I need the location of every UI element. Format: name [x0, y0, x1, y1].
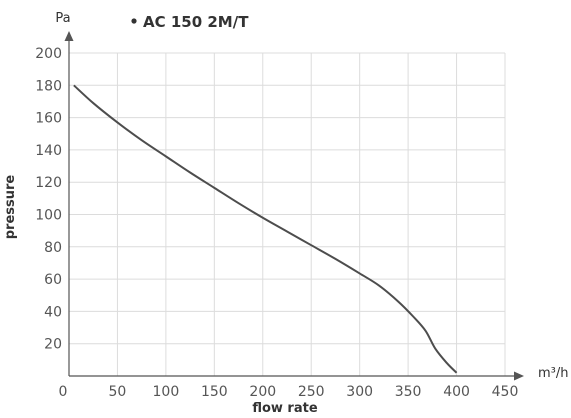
y-tick-label: 100	[35, 208, 62, 224]
y-axis-title: pressure	[3, 175, 18, 240]
y-tick-label: 60	[44, 272, 62, 288]
x-tick-label: 350	[395, 384, 422, 400]
y-tick-label: 80	[44, 240, 62, 256]
x-tick-label: 250	[298, 384, 325, 400]
legend: AC 150 2M/T	[131, 13, 249, 31]
x-tick-label: 100	[153, 384, 180, 400]
y-axis-unit: Pa	[55, 11, 70, 26]
y-tick-label: 180	[35, 78, 62, 94]
legend-entry: AC 150 2M/T	[143, 13, 249, 31]
x-axis-unit: m³/h	[538, 366, 569, 381]
legend-bullet-icon	[131, 18, 137, 24]
x-tick-label: 300	[346, 384, 373, 400]
y-axis-arrow-icon	[64, 31, 74, 41]
y-tick-label: 200	[35, 46, 62, 62]
y-tick-label: 120	[35, 175, 62, 191]
x-axis-title: flow rate	[252, 401, 318, 416]
y-tick-label: 20	[44, 337, 62, 353]
y-tick-label: 140	[35, 143, 62, 159]
series-line-ac-150	[73, 84, 458, 374]
axes	[64, 31, 524, 381]
y-tick-label: 40	[44, 304, 62, 320]
x-tick-label: 200	[249, 384, 276, 400]
x-tick-label: 0	[59, 384, 68, 400]
y-tick-labels: 20 40 60 80 100 120 140 160 180 200	[35, 46, 62, 353]
x-tick-label: 400	[443, 384, 470, 400]
x-tick-label: 50	[109, 384, 127, 400]
x-axis-arrow-icon	[514, 371, 524, 381]
y-tick-label: 160	[35, 111, 62, 127]
grid	[69, 52, 506, 376]
x-tick-label: 150	[201, 384, 228, 400]
x-tick-label: 450	[492, 384, 519, 400]
x-tick-labels: 0 50 100 150 200 250 300 350 400 450	[59, 384, 519, 400]
